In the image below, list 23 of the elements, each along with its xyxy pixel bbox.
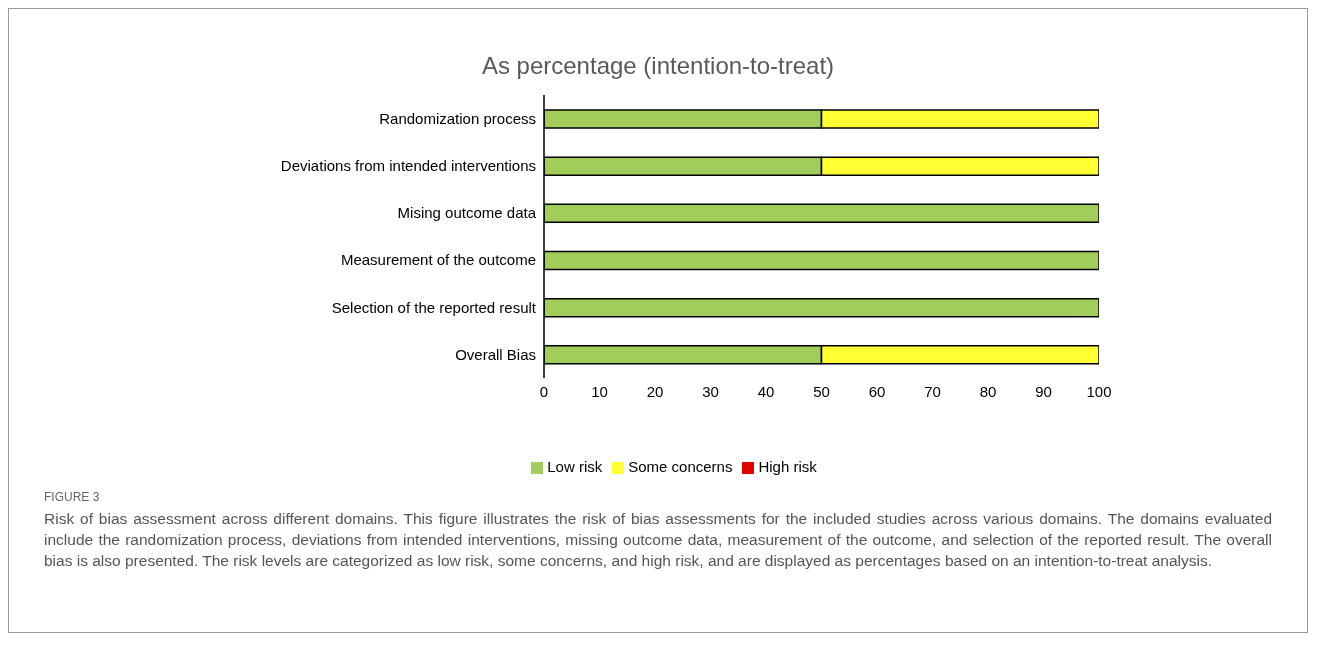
y-tick-label: Mising outcome data: [397, 204, 537, 222]
x-tick-label: 50: [813, 382, 830, 400]
y-tick-label: Randomization process: [379, 109, 536, 127]
legend-label: Some concerns: [628, 458, 733, 475]
y-tick-label: Deviations from intended interventions: [280, 157, 536, 175]
chart-title: As percentage (intention-to-treat): [480, 52, 836, 80]
x-tick-label: 10: [591, 382, 608, 400]
x-tick-label: 20: [646, 382, 664, 400]
y-tick-label: Measurement of the outcome: [340, 251, 536, 269]
x-tick-label: 0: [539, 382, 549, 400]
x-tick-label: 40: [757, 382, 775, 400]
text: Risk of bias assessment across different domains. This figure illustrates the risk of bias assessments for the included studies across various domains. The domains evaluated include the randomization process, deviations from intended interventions, missing outcome data, measurement of the outcome, and selection of the reported result. The overall bias is also presented. The risk levels are categorized as low risk, some concerns, and high risk, and are displayed as percentages based on an intention-to-treat analysis.: [44, 509, 1272, 571]
y-tick-label: Selection of the reported result: [331, 298, 537, 316]
legend-label: High risk: [758, 458, 817, 475]
x-tick-label: 100: [1086, 382, 1112, 400]
caption: FIGURE 3: [44, 490, 101, 504]
x-tick-label: 70: [924, 382, 941, 400]
x-tick-label: 90: [1035, 382, 1052, 400]
legend-label: Low risk: [547, 458, 603, 475]
y-tick-label: Overall Bias: [455, 345, 536, 363]
x-tick-label: 30: [702, 382, 719, 400]
x-tick-label: 60: [868, 382, 886, 400]
x-tick-label: 80: [979, 382, 997, 400]
